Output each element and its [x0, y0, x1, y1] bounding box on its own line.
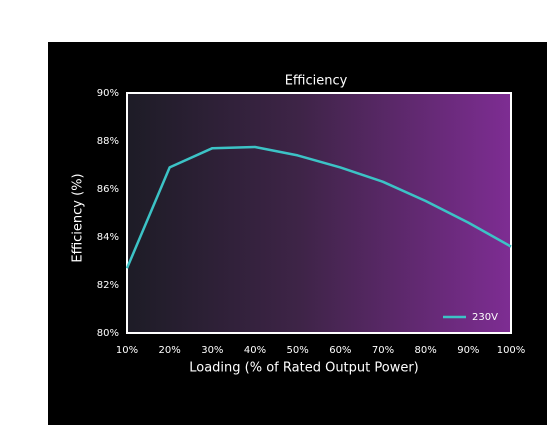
x-tick-label: 50% [287, 345, 309, 356]
x-tick-label: 70% [372, 345, 394, 356]
y-tick-label: 88% [97, 136, 119, 147]
x-tick-label: 20% [159, 345, 181, 356]
series-line [125, 145, 512, 269]
chart-title: Efficiency [285, 74, 348, 89]
plot-area [126, 92, 512, 334]
x-tick-label: 90% [457, 345, 479, 356]
x-tick-label: 100% [497, 345, 526, 356]
y-tick-label: 86% [97, 184, 119, 195]
x-tick-label: 30% [201, 345, 223, 356]
x-tick-label: 80% [415, 345, 437, 356]
y-tick-label: 80% [97, 328, 119, 339]
legend-label: 230V [472, 312, 498, 323]
y-axis-label: Efficiency (%) [71, 173, 86, 262]
x-tick-label: 60% [329, 345, 351, 356]
y-tick-label: 82% [97, 280, 119, 291]
y-tick-label: 90% [97, 88, 119, 99]
x-axis-label: Loading (% of Rated Output Power) [189, 361, 419, 376]
x-tick-label: 40% [244, 345, 266, 356]
x-tick-label: 10% [116, 345, 138, 356]
y-tick-label: 84% [97, 232, 119, 243]
